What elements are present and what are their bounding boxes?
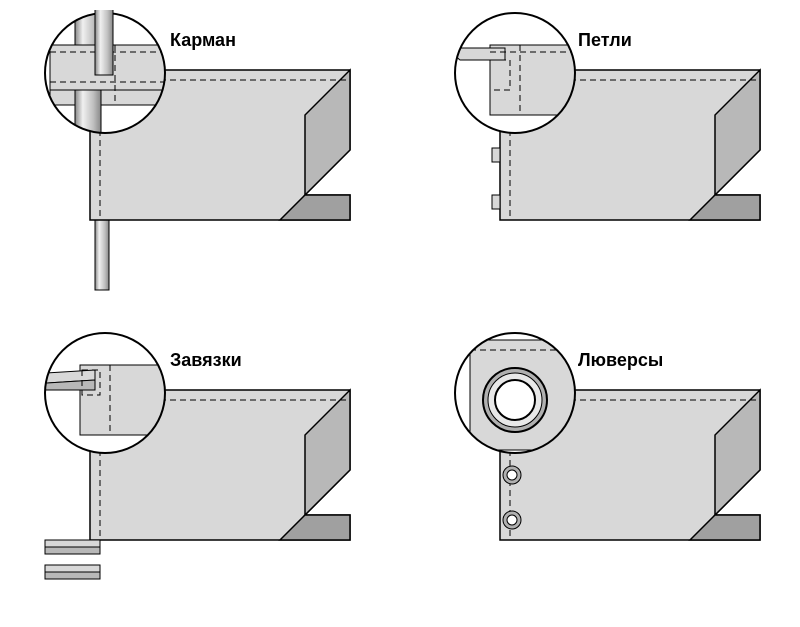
label-grommet: Люверсы (578, 350, 663, 371)
label-pocket: Карман (170, 30, 236, 51)
panel-ties (20, 330, 380, 620)
panel-pocket (20, 10, 380, 300)
panel-loops (430, 10, 790, 300)
label-ties: Завязки (170, 350, 242, 371)
panel-grommet (430, 330, 790, 620)
label-loops: Петли (578, 30, 632, 51)
